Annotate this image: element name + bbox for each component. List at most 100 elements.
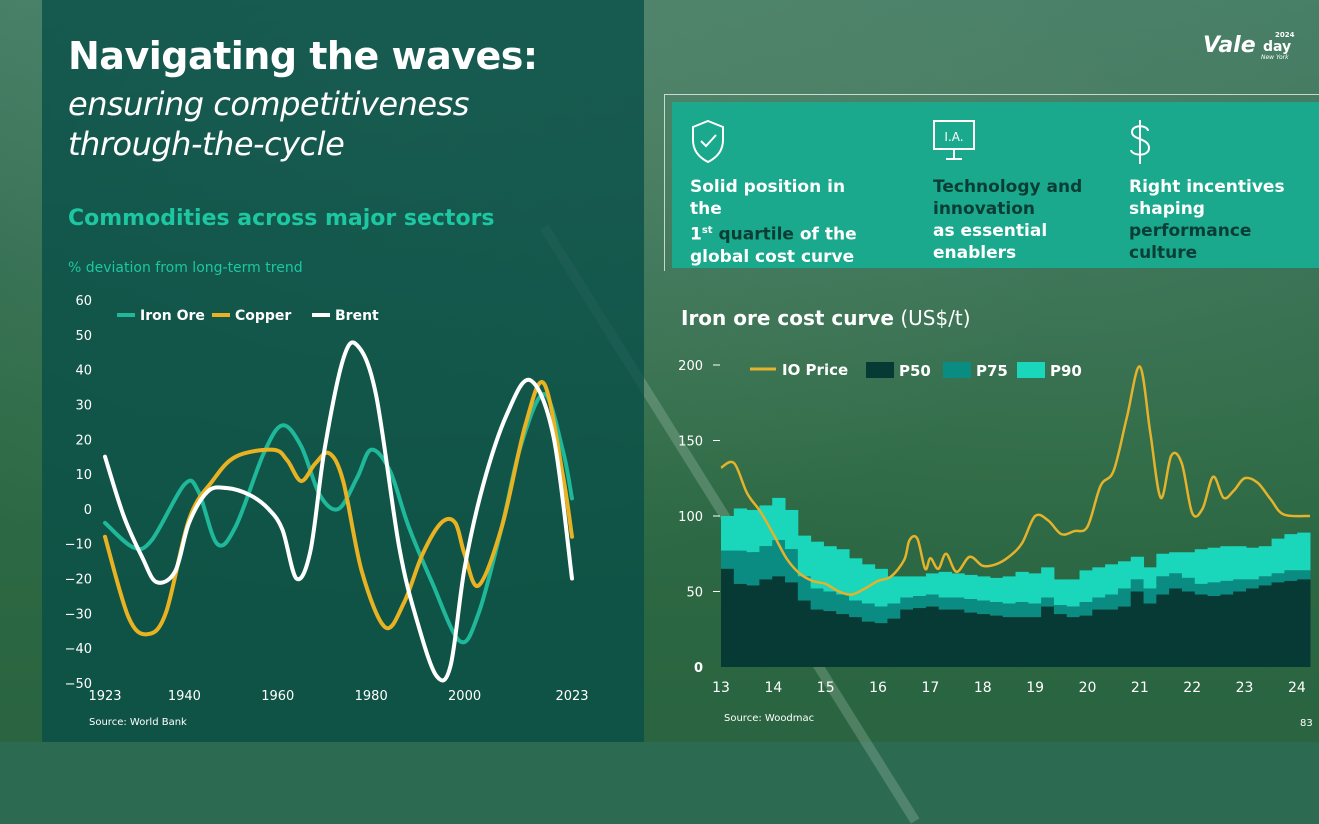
legend-label-io-price: IO Price [782,361,848,379]
cost-curve-bars [721,497,1311,667]
x-axis-ticks: 13 14 15 16 17 18 19 20 21 22 23 24 [712,680,1306,696]
bar-p75 [1271,573,1285,583]
bar-p75 [1066,606,1081,618]
bar-p50 [900,609,914,667]
bar-p90 [733,508,748,551]
bar-p50 [938,609,952,667]
bar-p50 [964,612,978,667]
bar-p90 [951,573,965,598]
dollar-icon [1130,120,1151,164]
pillars-outline [664,94,1319,271]
bar-p50 [1092,609,1106,667]
bar-p50 [1053,614,1068,667]
bar-p50 [925,606,940,667]
bar-p90 [913,576,927,597]
page-subtitle: ensuring competitiveness through-the-cyc… [68,84,588,164]
legend-label-p90: P90 [1050,362,1082,380]
bar-p75 [797,576,812,601]
bar-p75 [925,594,940,607]
bar-p75 [1156,576,1170,595]
chart-legend: Iron Ore Copper Brent [117,308,379,324]
logo-city: New York [1261,54,1289,61]
bar-p50 [1041,606,1055,667]
bar-p90 [1015,571,1029,603]
bar-p75 [1117,588,1132,607]
bar-p90 [1130,556,1145,580]
pillars-panel [672,102,1319,268]
x-tick-label: 13 [712,680,730,696]
bar-p90 [874,568,888,607]
pillar-inc-line1: Right incentives [1129,177,1285,197]
bar-p75 [977,600,991,615]
pillar-incentives-text: Right incentives shaping performance cul… [1129,176,1299,264]
bar-p50 [1066,617,1081,667]
logo-brand: Vale [1203,33,1256,58]
bar-p90 [1041,567,1055,598]
vale-day-logo: Vale day 2024 New York [1203,31,1299,67]
bar-p90 [938,571,952,598]
logo-event: day [1263,39,1292,55]
bar-p50 [1028,617,1042,667]
bar-p50 [810,609,824,667]
bar-p75 [1169,573,1183,589]
bar-p90 [1092,567,1106,598]
y-axis-ticks: 60 50 40 30 20 10 0 −10 −20 −30 −40 −50 [65,294,92,692]
y-tick-label: −20 [65,573,92,588]
bar-p90 [861,564,876,604]
bar-p75 [1181,577,1196,592]
bar-p50 [1207,596,1221,667]
x-tick-label: 24 [1288,680,1306,696]
bar-p50 [785,582,799,667]
bar-p90 [772,497,786,541]
y-tick-label: 30 [75,398,92,413]
bar-p75 [964,599,978,613]
y-tick-label: −30 [65,607,92,622]
bar-p50 [1297,579,1311,667]
y-tick-label: 20 [75,433,92,448]
left-source: Source: World Bank [89,717,187,728]
left-panel [42,0,644,742]
monitor-ai-label: I.A. [944,130,963,144]
y-tick-label: 10 [75,468,92,483]
bar-p50 [1181,591,1196,667]
pillar-cost-of-the: of the [793,224,857,245]
bar-p75 [874,606,888,624]
x-tick-label: 19 [1026,680,1044,696]
pillar-cost-line3: global cost curve [690,246,855,267]
pillar-cost-text: Solid position in the 1st quartile of th… [690,176,860,268]
bar-p50 [797,600,812,667]
legend-label-p75: P75 [976,362,1008,380]
bar-p75 [1079,602,1093,616]
y-tick-label: −50 [65,677,92,692]
bar-p75 [913,596,927,609]
series-line-brent [103,340,574,683]
bar-p75 [1130,579,1145,592]
y-tick-label: −10 [65,538,92,553]
bar-p75 [900,597,914,610]
legend-swatch-p50 [866,362,894,378]
bar-p75 [1053,605,1068,615]
bar-p50 [721,568,735,667]
bar-p90 [1233,546,1247,580]
bar-p75 [1041,597,1055,607]
bar-p50 [1015,617,1029,667]
bar-p90 [1002,576,1016,604]
bar-p50 [1130,591,1145,667]
bar-p50 [1143,603,1157,667]
bar-p75 [1258,576,1273,586]
page-number: 83 [1300,718,1313,729]
bar-p90 [1284,534,1298,571]
bar-p50 [989,615,1004,667]
y-tick-label: 150 [678,435,703,450]
right-chart-title: Iron ore cost curve (US$/t) [681,306,971,330]
x-tick-label: 14 [764,680,782,696]
bar-p75 [1297,570,1311,580]
x-tick-label: 22 [1183,680,1201,696]
bar-p90 [797,535,812,577]
bar-p90 [1079,570,1093,603]
bar-p50 [1220,594,1234,667]
right-chart-title-bold: Iron ore cost curve [681,306,894,330]
series-lines [103,340,574,683]
bar-p50 [1156,594,1170,667]
x-tick-label: 15 [817,680,835,696]
